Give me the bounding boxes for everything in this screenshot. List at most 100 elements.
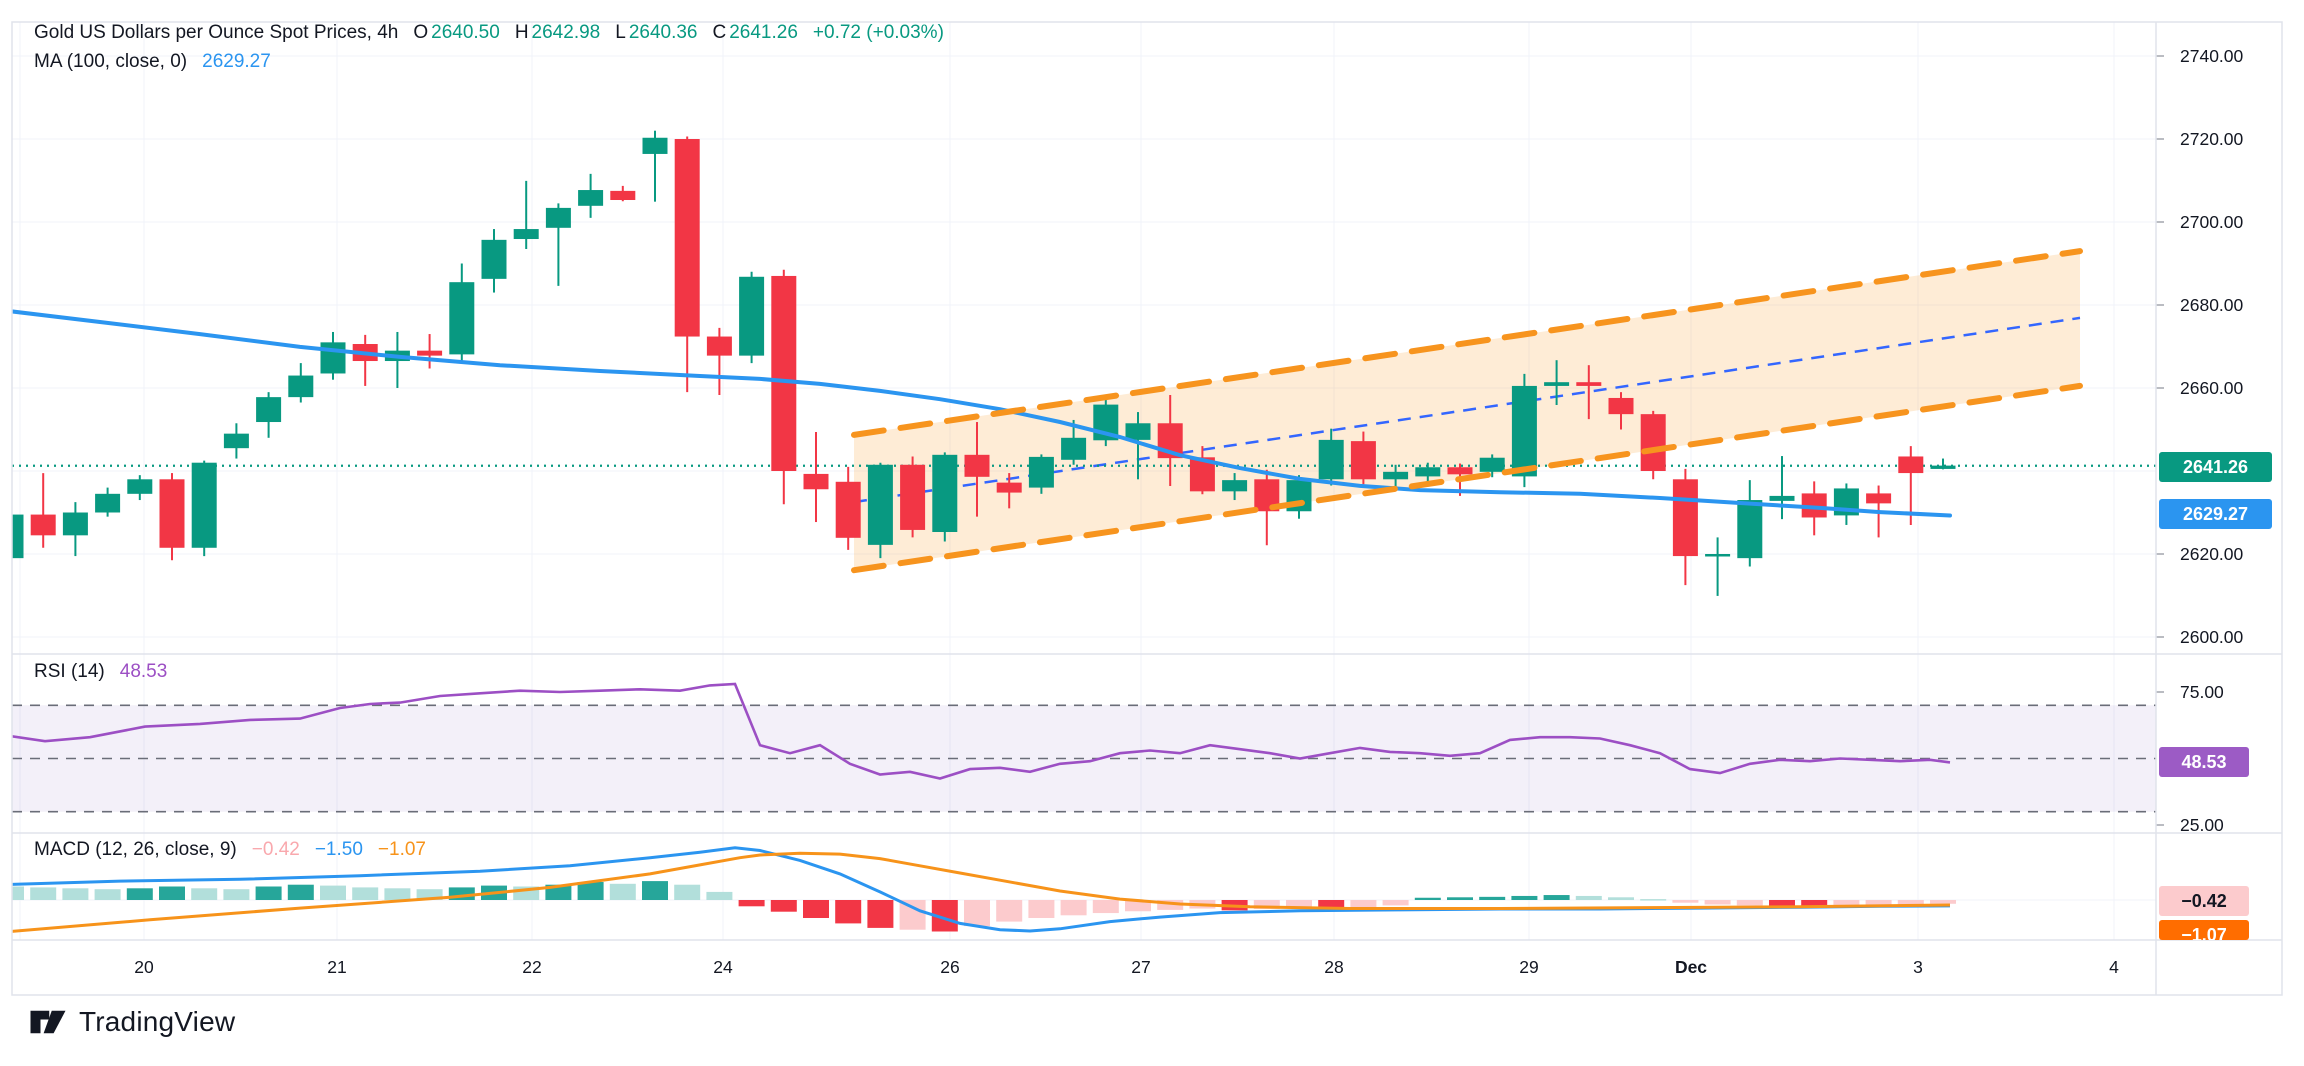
macd-histogram-bar — [287, 884, 314, 900]
candle-body — [320, 342, 346, 374]
time-axis-label: 20 — [134, 957, 154, 977]
ohlc-high: H 2642.98 — [514, 22, 601, 43]
candle-body — [1737, 500, 1763, 559]
rsi-value-badge: 48.53 — [2159, 747, 2249, 777]
macd-histogram-bar — [1157, 900, 1184, 910]
macd-histogram-bar — [416, 889, 443, 900]
macd-histogram-bar — [126, 888, 153, 900]
macd-legend[interactable]: MACD (12, 26, close, 9) −0.42 −1.50 −1.0… — [34, 839, 426, 861]
rsi-pane[interactable] — [0, 682, 2156, 813]
macd-histogram-bar — [1479, 896, 1506, 900]
macd-signal-badge: −1.07 — [2159, 920, 2249, 940]
rsi-label[interactable]: RSI (14) — [34, 661, 105, 682]
candle-body — [1672, 479, 1698, 557]
time-axis-label: 3 — [1913, 957, 1923, 977]
macd-histogram-bar — [30, 887, 57, 900]
tradingview-logo[interactable]: TradingView — [28, 1002, 235, 1042]
time-axis-label: 27 — [1131, 957, 1150, 977]
time-axis-label: 22 — [522, 957, 541, 977]
time-axis-label: 4 — [2109, 957, 2119, 977]
ma-label[interactable]: MA (100, close, 0) — [34, 51, 188, 72]
macd-histogram-bar — [803, 900, 829, 918]
candle-body — [127, 479, 153, 494]
candle-body — [449, 282, 475, 355]
time-axis-label: 28 — [1324, 957, 1343, 977]
symbol-title[interactable]: Gold US Dollars per Ounce Spot Prices, 4… — [34, 22, 399, 43]
ohlc-low: L 2640.36 — [615, 22, 698, 43]
candle-body — [1222, 480, 1248, 492]
candle-body — [256, 397, 282, 423]
time-axis[interactable]: 20 21 22 24 26 27 28 29 Dec 3 4 — [134, 957, 2119, 977]
macd-histogram-bar — [159, 886, 185, 900]
rsi-line[interactable] — [0, 682, 1951, 780]
macd-histogram-bar — [1125, 900, 1151, 912]
candle-body — [706, 336, 732, 356]
macd-histogram-bar — [899, 900, 926, 930]
pane-borders — [11, 21, 2283, 996]
macd-signal-line[interactable] — [0, 851, 1951, 933]
macd-histogram-bar — [867, 900, 894, 928]
candle-body — [191, 462, 217, 548]
candle-body — [159, 479, 185, 548]
candle-body — [1608, 397, 1634, 415]
gridlines — [12, 22, 2156, 940]
macd-histogram-bar — [1640, 899, 1667, 901]
price-change: +0.72 (+0.03%) — [812, 22, 944, 43]
price-pane[interactable] — [0, 130, 2156, 812]
price-axis-label: 2700.00 — [2180, 212, 2244, 232]
macd-histogram-bar — [352, 887, 379, 900]
candle-body — [1544, 382, 1570, 386]
macd-signal-value: −1.07 — [377, 839, 426, 860]
macd-histogram-bar — [1704, 900, 1731, 905]
channel-midline[interactable] — [853, 316, 2081, 504]
macd-histogram-bar — [609, 883, 636, 900]
channel-upper-line[interactable] — [851, 248, 2083, 438]
chart-border — [11, 21, 2283, 996]
candle-body — [803, 473, 829, 490]
macd-histogram-bar — [384, 888, 411, 900]
candle-body — [545, 207, 571, 228]
macd-hist-value: −0.42 — [251, 839, 300, 860]
candle-body — [964, 454, 990, 477]
macd-histogram-bar — [1511, 895, 1538, 900]
macd-histogram-bar — [223, 889, 250, 900]
candle-body — [481, 239, 507, 279]
candle-body — [1479, 457, 1505, 472]
candle-body — [1350, 441, 1376, 480]
macd-pane[interactable] — [0, 846, 1956, 933]
macd-histogram-bar — [1414, 897, 1441, 900]
time-axis-label: 26 — [940, 957, 959, 977]
macd-label[interactable]: MACD (12, 26, close, 9) — [34, 839, 237, 860]
channel-lower-line[interactable] — [851, 382, 2083, 574]
tradingview-logo-icon — [30, 1010, 66, 1034]
macd-histogram-bar — [1672, 900, 1699, 903]
candle-body — [1061, 437, 1087, 460]
tradingview-logo-text: TradingView — [79, 1006, 236, 1037]
symbol-legend[interactable]: Gold US Dollars per Ounce Spot Prices, 4… — [34, 22, 944, 44]
candle-body — [1447, 467, 1473, 475]
macd-histogram-bar — [1575, 895, 1602, 900]
macd-histogram-bar — [62, 888, 89, 900]
macd-histogram-bar — [996, 900, 1023, 922]
macd-histogram-bar — [1350, 900, 1377, 908]
rsi-axis-label: 75.00 — [2180, 682, 2224, 702]
ma-100-line[interactable] — [0, 309, 1952, 518]
candle-body — [674, 139, 700, 337]
last-price-badge: 2641.26 — [2159, 452, 2272, 482]
macd-histogram-bar — [1897, 900, 1924, 905]
ma-legend[interactable]: MA (100, close, 0) 2629.27 — [34, 51, 271, 73]
price-axis[interactable]: 2740.00 2720.00 2700.00 2680.00 2660.00 2620.… — [2156, 46, 2244, 835]
price-axis-label: 2620.00 — [2180, 544, 2244, 564]
time-axis-label: 21 — [327, 957, 346, 977]
price-axis-label: 2740.00 — [2180, 46, 2244, 66]
price-axis-label: 2720.00 — [2180, 129, 2244, 149]
candle-body — [1898, 456, 1924, 474]
macd-histogram-bar — [1382, 900, 1409, 906]
candle-body — [513, 229, 539, 240]
candle-body — [1125, 423, 1151, 440]
candle-body — [1640, 414, 1666, 471]
candle-body — [1705, 554, 1731, 557]
macd-histogram-bar — [642, 881, 668, 900]
rsi-legend[interactable]: RSI (14) 48.53 — [34, 661, 167, 683]
